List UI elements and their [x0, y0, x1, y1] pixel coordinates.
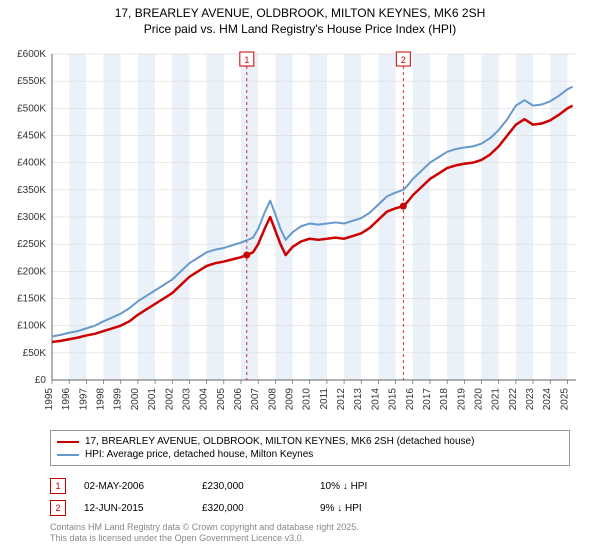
svg-text:2000: 2000	[130, 388, 141, 411]
svg-text:£0: £0	[35, 375, 47, 386]
footer-line-2: This data is licensed under the Open Gov…	[50, 533, 359, 544]
legend-item-hpi: HPI: Average price, detached house, Milt…	[57, 448, 563, 461]
sale-diff: 9% ↓ HPI	[320, 503, 420, 514]
svg-text:2025: 2025	[559, 388, 570, 411]
svg-text:2007: 2007	[250, 388, 261, 411]
svg-text:2022: 2022	[508, 388, 519, 411]
title-line-1: 17, BREARLEY AVENUE, OLDBROOK, MILTON KE…	[0, 6, 600, 22]
line-chart: £0£50K£100K£150K£200K£250K£300K£350K£400…	[50, 50, 580, 420]
chart-title: 17, BREARLEY AVENUE, OLDBROOK, MILTON KE…	[0, 0, 600, 37]
sale-price: £320,000	[202, 503, 302, 514]
legend-swatch-price-paid	[57, 441, 79, 443]
svg-text:£350K: £350K	[17, 185, 46, 196]
svg-text:2013: 2013	[353, 388, 364, 411]
svg-text:2018: 2018	[439, 388, 450, 411]
title-line-2: Price paid vs. HM Land Registry's House …	[0, 22, 600, 38]
svg-text:2002: 2002	[164, 388, 175, 411]
svg-text:2003: 2003	[181, 388, 192, 411]
svg-text:2017: 2017	[422, 388, 433, 411]
legend-swatch-hpi	[57, 454, 79, 456]
svg-text:2008: 2008	[267, 388, 278, 411]
svg-text:2024: 2024	[542, 388, 553, 411]
svg-text:2011: 2011	[319, 388, 330, 410]
legend-item-price-paid: 17, BREARLEY AVENUE, OLDBROOK, MILTON KE…	[57, 435, 563, 448]
svg-text:1996: 1996	[61, 388, 72, 411]
sale-price: £230,000	[202, 481, 302, 492]
svg-text:£400K: £400K	[17, 158, 46, 169]
svg-text:2015: 2015	[388, 388, 399, 411]
svg-text:2009: 2009	[285, 388, 296, 411]
svg-text:£500K: £500K	[17, 103, 46, 114]
footer-line-1: Contains HM Land Registry data © Crown c…	[50, 522, 359, 533]
svg-text:1: 1	[244, 55, 249, 65]
svg-text:£450K: £450K	[17, 131, 46, 142]
legend-label: 17, BREARLEY AVENUE, OLDBROOK, MILTON KE…	[85, 436, 474, 447]
svg-text:£50K: £50K	[23, 348, 47, 359]
svg-text:1997: 1997	[78, 388, 89, 411]
svg-text:2016: 2016	[405, 388, 416, 411]
svg-text:£100K: £100K	[17, 321, 46, 332]
legend: 17, BREARLEY AVENUE, OLDBROOK, MILTON KE…	[50, 430, 570, 466]
svg-text:2012: 2012	[336, 388, 347, 411]
legend-label: HPI: Average price, detached house, Milt…	[85, 449, 313, 460]
sale-row: 1 02-MAY-2006 £230,000 10% ↓ HPI	[50, 475, 570, 497]
svg-text:2020: 2020	[474, 388, 485, 411]
svg-text:£250K: £250K	[17, 239, 46, 250]
svg-text:2005: 2005	[216, 388, 227, 411]
sale-marker-icon: 1	[50, 478, 66, 494]
svg-text:1999: 1999	[113, 388, 124, 411]
svg-text:2001: 2001	[147, 388, 158, 411]
svg-text:£150K: £150K	[17, 294, 46, 305]
sale-diff: 10% ↓ HPI	[320, 481, 420, 492]
sales-table: 1 02-MAY-2006 £230,000 10% ↓ HPI 2 12-JU…	[50, 475, 570, 519]
svg-text:2006: 2006	[233, 388, 244, 411]
svg-text:2021: 2021	[491, 388, 502, 411]
svg-text:£200K: £200K	[17, 266, 46, 277]
sale-date: 12-JUN-2015	[84, 503, 184, 514]
svg-text:2014: 2014	[370, 388, 381, 411]
sale-row: 2 12-JUN-2015 £320,000 9% ↓ HPI	[50, 497, 570, 519]
svg-text:1998: 1998	[96, 388, 107, 411]
svg-text:£550K: £550K	[17, 76, 46, 87]
svg-text:2019: 2019	[456, 388, 467, 411]
svg-text:2: 2	[401, 55, 406, 65]
svg-text:£300K: £300K	[17, 212, 46, 223]
footer-attribution: Contains HM Land Registry data © Crown c…	[50, 522, 359, 545]
svg-text:2010: 2010	[302, 388, 313, 411]
svg-text:£600K: £600K	[17, 49, 46, 60]
svg-text:2004: 2004	[199, 388, 210, 411]
svg-text:1995: 1995	[44, 388, 55, 411]
svg-text:2023: 2023	[525, 388, 536, 411]
sale-marker-icon: 2	[50, 500, 66, 516]
sale-date: 02-MAY-2006	[84, 481, 184, 492]
